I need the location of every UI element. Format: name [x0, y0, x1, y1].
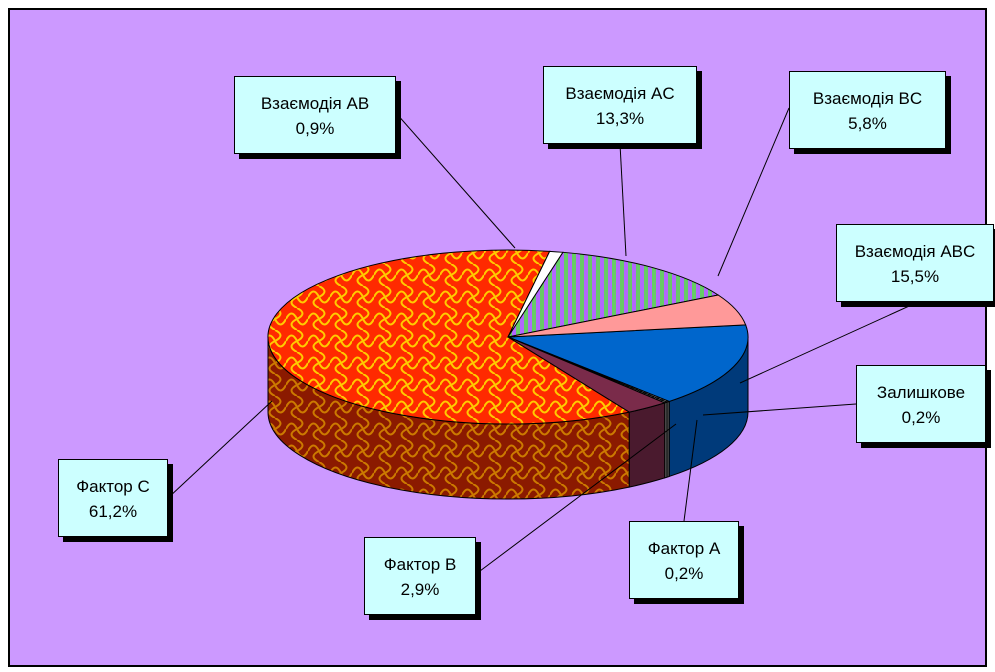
data-label-category: Взаємодія ABC — [854, 242, 976, 261]
slice-interaction-ac — [506, 251, 720, 338]
leader-line — [739, 301, 919, 384]
data-label-value: 2,9% — [400, 580, 440, 599]
data-label-value: 5,8% — [848, 114, 887, 133]
data-label-category: Фактор B — [383, 555, 457, 574]
data-label-category: Взаємодія AB — [260, 94, 370, 113]
data-label-value: 13,3% — [595, 109, 645, 128]
leader-line — [683, 419, 698, 522]
data-label: Фактор B 2,9% — [364, 537, 476, 615]
leader-line — [395, 112, 516, 249]
data-label: Фактор C 61,2% — [58, 459, 168, 537]
leader-line — [167, 400, 273, 499]
data-label-category: Залишкове — [876, 383, 966, 402]
data-label: Взаємодія BC 5,8% — [789, 71, 946, 149]
data-label-category: Фактор A — [647, 539, 721, 558]
data-label-value: 61,2% — [88, 502, 138, 521]
leader-line — [702, 403, 857, 416]
data-label: Взаємодія ABC 15,5% — [836, 224, 994, 302]
data-label-category: Фактор C — [76, 477, 150, 496]
slice-interaction-bc — [507, 294, 747, 338]
leader-line — [717, 107, 790, 277]
data-label: Взаємодія AB 0,9% — [234, 76, 396, 154]
leader-line — [475, 423, 677, 575]
data-label-value: 0,2% — [901, 408, 941, 427]
data-label-category: Взаємодія BC — [812, 89, 923, 108]
leader-line — [619, 143, 627, 257]
data-label: Взаємодія AC 13,3% — [543, 66, 697, 144]
data-label-value: 0,9% — [295, 119, 335, 138]
data-label: Фактор A 0,2% — [629, 521, 739, 599]
data-label-category: Взаємодія AC — [565, 84, 675, 103]
data-label: Залишкове 0,2% — [856, 365, 986, 443]
data-label-value: 15,5% — [890, 267, 940, 286]
slice-interaction-abc — [507, 324, 749, 402]
slice-factor-c — [267, 249, 631, 425]
slice-factor-b-side — [628, 402, 666, 488]
data-label-value: 0,2% — [664, 564, 704, 583]
